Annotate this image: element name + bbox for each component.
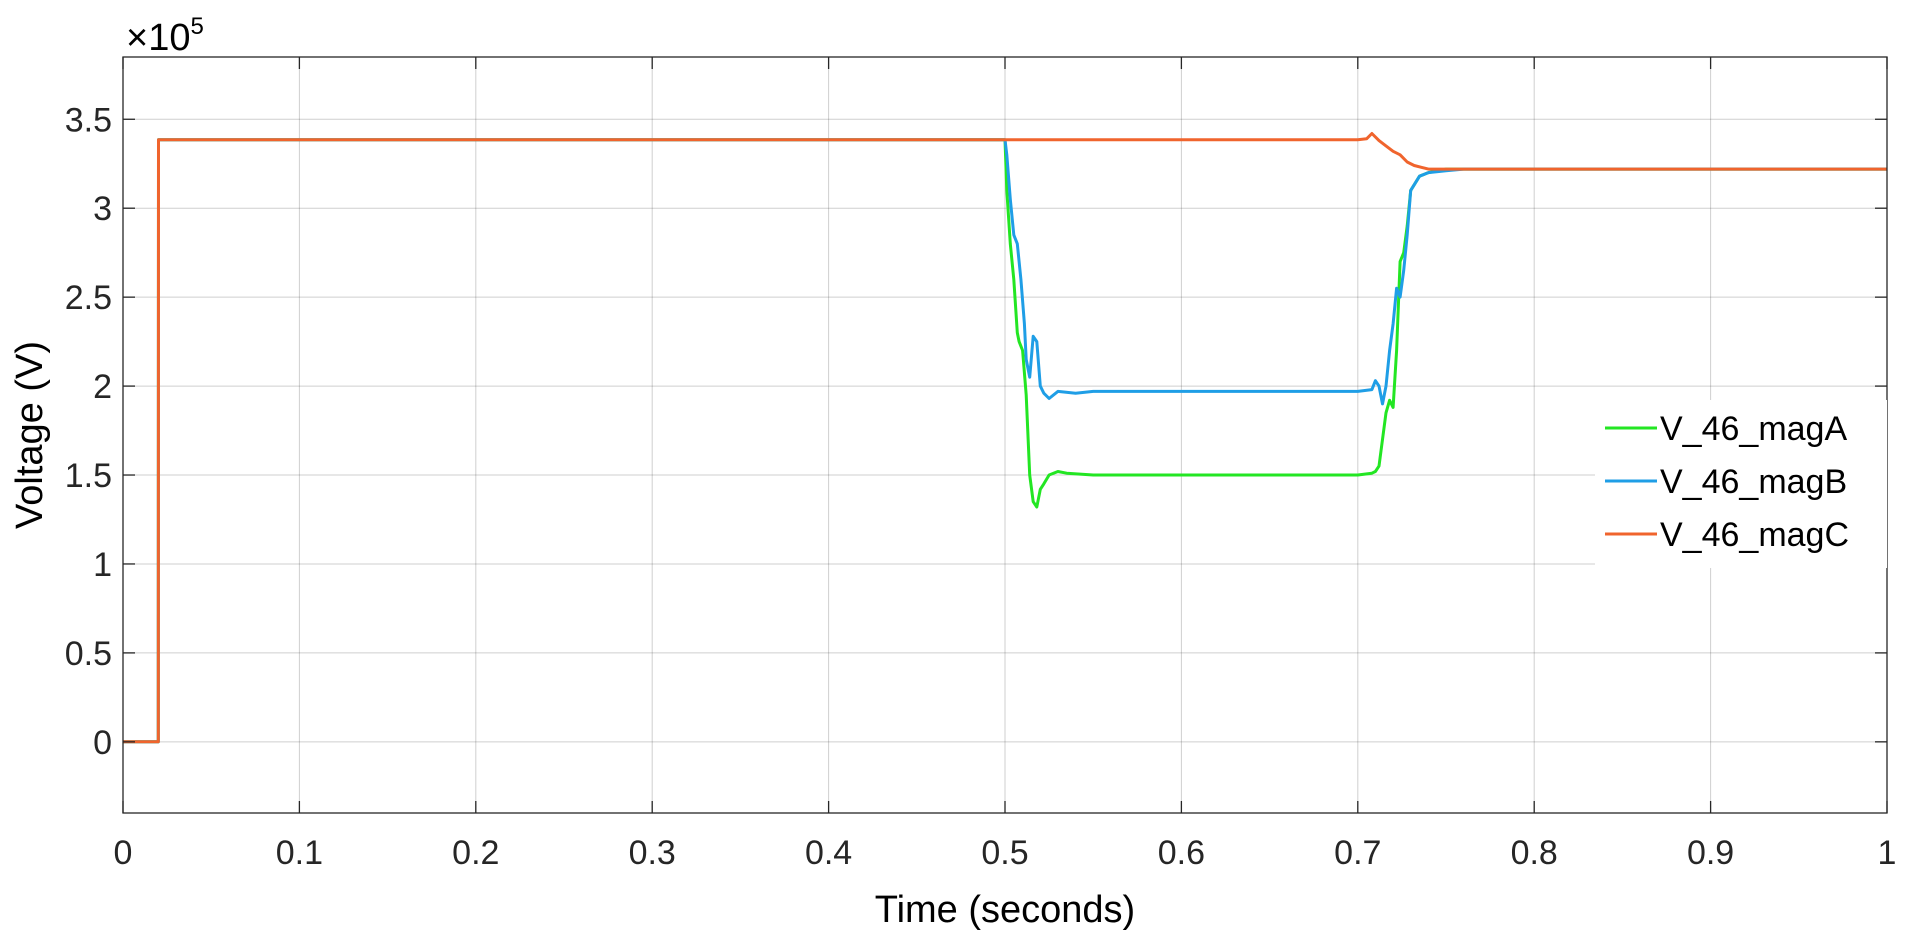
y-tick-label: 2 — [93, 368, 112, 406]
y-tick-label: 3 — [93, 190, 112, 228]
y-axis-label: Voltage (V) — [9, 341, 51, 529]
legend-label: V_46_magC — [1660, 516, 1849, 554]
x-tick-label: 0.5 — [981, 834, 1028, 872]
x-tick-label: 0.6 — [1158, 834, 1205, 872]
x-tick-label: 0.9 — [1687, 834, 1734, 872]
x-axis-label: Time (seconds) — [875, 889, 1135, 931]
y-multiplier-base: ×10 — [126, 17, 190, 59]
series-line-v-46-magb — [123, 138, 1887, 744]
y-multiplier-exponent: 5 — [190, 13, 203, 40]
legend-label: V_46_magA — [1660, 410, 1847, 448]
legend-label: V_46_magB — [1660, 463, 1847, 501]
x-tick-label: 0.2 — [452, 834, 499, 872]
x-tick-label: 0.8 — [1511, 834, 1558, 872]
y-tick-label: 2.5 — [65, 279, 112, 317]
y-tick-label: 0 — [93, 724, 112, 762]
y-tick-label: 1.5 — [65, 457, 112, 495]
series-lines — [123, 132, 1887, 744]
legend: V_46_magA V_46_magB V_46_magC — [1595, 400, 1887, 568]
y-tick-label: 0.5 — [65, 635, 112, 673]
series-line-v-46-magc — [123, 132, 1887, 744]
y-tick-label: 1 — [93, 546, 112, 584]
x-tick-label: 0.7 — [1334, 834, 1381, 872]
x-tick-label: 1 — [1878, 834, 1897, 872]
x-tick-label: 0 — [114, 834, 133, 872]
plot-background — [123, 57, 1887, 813]
y-tick-label: 3.5 — [65, 101, 112, 139]
x-tick-label: 0.4 — [805, 834, 852, 872]
x-tick-label: 0.1 — [276, 834, 323, 872]
x-tick-label: 0.3 — [629, 834, 676, 872]
y-multiplier-label: ×105 — [126, 13, 204, 59]
axis-ticks: 0 0.1 0.2 0.3 0.4 0.5 0.6 0.7 0.8 0.9 1 0 0.5 1 1.5 2 2.… — [65, 57, 1897, 872]
